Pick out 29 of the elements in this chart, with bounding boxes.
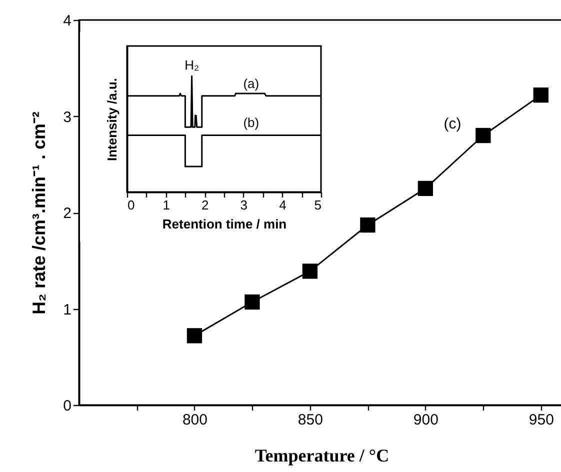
point [302,264,318,279]
x-tick-label: 950 [528,412,554,428]
y-tick-label: 4 [63,12,72,30]
x-axis-title: Retention time / min [162,216,287,232]
x-tick-label: 1 [162,198,170,212]
point [360,217,376,233]
x-tick-label: 5 [314,198,322,212]
x-tick-label: 2 [201,198,209,212]
y-axis-title: Intensity /a.u. [104,78,120,162]
x-tick-label: 3 [240,198,248,212]
x-axis-title: Temperature / °C [254,446,390,466]
y-tick-label: 3 [63,108,72,126]
y-tick-label: 0 [63,398,72,414]
x-tick-label: 800 [182,412,208,428]
point [418,180,434,196]
series-label: (a) [243,76,260,91]
point [533,87,548,103]
point [244,294,260,310]
y-tick-label: 1 [63,301,72,318]
series-label: (b) [243,115,260,130]
point [186,328,202,344]
x-tick-label: 0 [128,198,135,212]
y-axis-title: H₂ rate /cm³.min⁻¹ . cm⁻² [29,111,50,315]
point [476,128,491,144]
annotation: (c) [444,116,462,133]
x-tick-label: 900 [413,412,438,428]
x-tick-label: 4 [279,198,286,212]
annotation: H₂ [184,58,200,73]
x-tick-label: 850 [298,412,323,428]
